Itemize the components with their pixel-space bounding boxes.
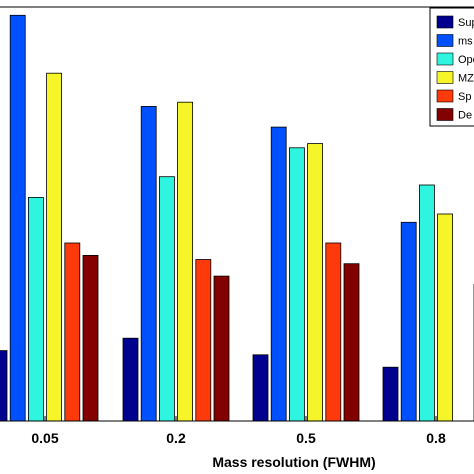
legend-swatch-ms <box>436 34 454 47</box>
legend-swatch-ope <box>436 52 454 66</box>
x-tick-label: 0.8 <box>426 430 446 446</box>
x-tick-label: 0.5 <box>296 430 316 446</box>
x-tick-label: 0.05 <box>31 430 58 446</box>
bar-sup-0.2 <box>122 337 139 422</box>
bar-de-0.05 <box>82 254 99 422</box>
bar-de-0.5 <box>343 263 360 422</box>
legend-swatch-sp <box>436 89 454 103</box>
bar-ms-0.05 <box>9 14 26 422</box>
legend-swatch-de <box>436 108 454 121</box>
x-ticks-group: 0.05 0.2 0.5 0.8 <box>31 416 446 446</box>
legend-label-sp: Sp <box>458 91 471 103</box>
bar-sup-0.5 <box>252 354 269 422</box>
bars-group <box>0 14 474 422</box>
legend-label-mz: MZ <box>458 73 474 85</box>
bar-ms-0.5 <box>270 126 287 422</box>
bar-ms-0.2 <box>140 106 157 422</box>
legend-label-de: De <box>458 110 472 122</box>
x-axis-label: Mass resolution (FWHM) <box>212 454 375 470</box>
legend-swatch-sup <box>436 15 454 29</box>
bar-sup-0.05 <box>0 350 8 422</box>
x-tick-label: 0.2 <box>166 430 186 446</box>
bar-ope-0.8 <box>418 184 435 422</box>
bar-ope-0.5 <box>288 147 305 422</box>
bar-mz-0.8 <box>437 213 454 422</box>
bar-ope-0.05 <box>27 196 44 422</box>
legend-label-ope: Ope <box>458 54 474 66</box>
bar-de-0.2 <box>213 275 230 422</box>
legend-label-sup: Sup <box>458 17 474 29</box>
legend-label-ms: ms <box>458 36 473 48</box>
bar-sp-0.05 <box>64 242 81 422</box>
bar-sup-0.8 <box>382 366 399 422</box>
bar-mz-0.2 <box>177 101 194 422</box>
bar-mz-0.5 <box>307 143 324 422</box>
legend: Sup ms Ope MZ Sp De <box>429 7 474 127</box>
bar-ms-0.8 <box>400 221 417 422</box>
bar-sp-0.2 <box>195 259 212 422</box>
legend-swatch-mz <box>436 71 454 84</box>
bar-mz-0.05 <box>46 72 62 422</box>
bar-sp-0.5 <box>325 242 342 422</box>
bar-ope-0.2 <box>158 176 175 422</box>
